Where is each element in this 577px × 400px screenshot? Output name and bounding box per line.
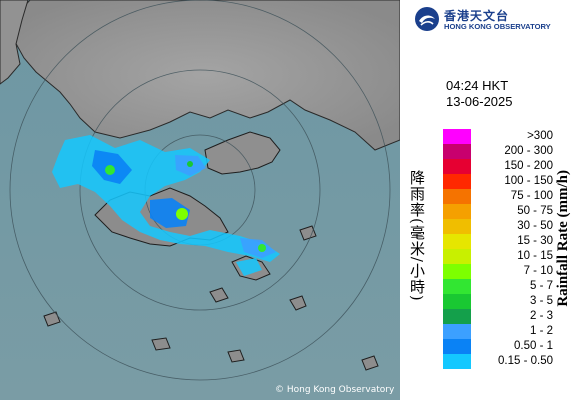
- rainfall-echoes: [52, 135, 280, 276]
- legend-swatch: [443, 174, 471, 189]
- legend-label: 0.15 - 0.50: [498, 355, 553, 367]
- legend-label: 7 - 10: [523, 265, 553, 277]
- small-island-7: [299, 225, 317, 241]
- range-ring-middle: [79, 69, 321, 311]
- observatory-logo-icon: [415, 7, 439, 31]
- observatory-logo: 香港天文台 HONG KONG OBSERVATORY: [414, 6, 574, 34]
- rain-core-centre: [150, 198, 190, 228]
- legend-swatch: [443, 279, 471, 294]
- legend-swatch: [443, 159, 471, 174]
- observation-date: 13-06-2025: [446, 94, 513, 109]
- legend-label: 100 - 150: [504, 175, 553, 187]
- hong-kong-island: [204, 131, 281, 175]
- legend-swatch: [443, 339, 471, 354]
- legend-label: >300: [527, 130, 553, 142]
- small-island-2: [289, 295, 307, 311]
- small-island-5: [227, 349, 245, 363]
- legend-label: 1 - 2: [529, 325, 553, 337]
- small-island-3: [43, 311, 61, 327]
- legend-label: 3 - 5: [529, 295, 553, 307]
- rain-cell-1: [105, 165, 115, 175]
- legend-swatch: [443, 144, 471, 159]
- legend-swatch: [443, 309, 471, 324]
- legend-swatch: [443, 204, 471, 219]
- legend-label: 200 - 300: [504, 145, 553, 157]
- legend-label: 2 - 3: [529, 310, 553, 322]
- org-name-zh: 香港天文台: [444, 9, 510, 23]
- legend-label: 30 - 50: [517, 220, 553, 232]
- mainland-landmass: [9, 0, 400, 151]
- rain-cell-4: [187, 161, 193, 167]
- small-island-6: [361, 355, 379, 371]
- legend-label: 50 - 75: [517, 205, 553, 217]
- legend-swatch: [443, 354, 471, 369]
- legend-label: 5 - 7: [529, 280, 553, 292]
- legend-swatch: [443, 324, 471, 339]
- rain-patch-south: [236, 258, 262, 276]
- rain-cell-3: [258, 244, 266, 252]
- legend-swatch: [443, 294, 471, 309]
- legend-label: 0.50 - 1: [514, 340, 553, 352]
- legend-panel: 香港天文台 HONG KONG OBSERVATORY 04:24 HKT 13…: [400, 0, 577, 400]
- copyright-text: © Hong Kong Observatory: [275, 385, 395, 395]
- observation-time: 04:24 HKT: [446, 78, 509, 93]
- legend-swatch: [443, 189, 471, 204]
- legend-title-zh: 降雨率(毫米/小時): [408, 170, 426, 302]
- org-name-en: HONG KONG OBSERVATORY: [444, 22, 551, 31]
- legend-swatch: [443, 234, 471, 249]
- legend-swatch: [443, 249, 471, 264]
- legend-label: 15 - 30: [517, 235, 553, 247]
- legend-label: 150 - 200: [504, 160, 553, 172]
- legend-swatch: [443, 264, 471, 279]
- radar-map: © Hong Kong Observatory: [0, 0, 400, 400]
- small-island-4: [151, 337, 171, 351]
- range-ring-outer: [9, 0, 391, 381]
- rain-cell-2: [176, 208, 188, 220]
- small-island-1: [209, 287, 229, 303]
- west-coast: [0, 0, 29, 85]
- legend-swatch: [443, 219, 471, 234]
- radar-map-svg: [0, 0, 400, 400]
- legend-label: 75 - 100: [510, 190, 553, 202]
- legend-label: 10 - 15: [517, 250, 553, 262]
- legend-title-en: Rainfall Rate (mm/h): [555, 170, 571, 307]
- legend-swatch: [443, 129, 471, 144]
